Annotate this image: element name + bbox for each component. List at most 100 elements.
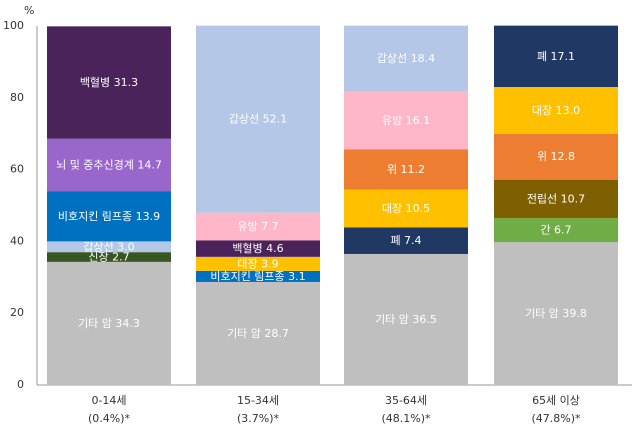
y-tick-label: 40 <box>10 234 24 247</box>
bar-segment <box>344 91 468 150</box>
y-axis-unit-label: % <box>24 4 34 17</box>
bar-segment-label: 기타 암 39.8 <box>525 307 587 320</box>
bar-segment-label: 전립선 10.7 <box>527 192 585 205</box>
bar-segment <box>344 253 468 385</box>
bar-segment <box>196 281 320 385</box>
segment-name: 갑상선 <box>377 52 407 65</box>
segment-name: 유방 <box>237 220 257 233</box>
segment-name: 갑상선 <box>83 240 113 253</box>
bar-segment <box>196 212 320 241</box>
segment-name: 기타 암 <box>375 313 409 326</box>
segment-name: 위 <box>387 163 397 176</box>
bar-segment <box>196 270 320 282</box>
category-label-group: 0-14세 (0.4%)* 15-34세 (3.7%)* 35-64세 (48.1%)* 6… <box>88 394 581 425</box>
bar-segment <box>47 191 171 242</box>
bar-segment <box>196 25 320 213</box>
bar-segment-label: 대장 13.0 <box>532 104 580 117</box>
segment-value: 10.7 <box>557 192 585 205</box>
segment-value: 2.7 <box>109 251 130 264</box>
segment-value: 34.3 <box>112 317 140 330</box>
segment-name: 기타 암 <box>227 327 261 340</box>
y-tick-label: 0 <box>17 378 24 391</box>
bar-segment <box>494 25 618 88</box>
segment-name: 위 <box>537 150 547 163</box>
y-tick-label: 60 <box>10 163 24 176</box>
bar-segment <box>47 241 171 253</box>
bar-segment-label: 대장 10.5 <box>382 202 430 215</box>
category-label: 15-34세 <box>237 394 279 407</box>
bar-segment-label: 위 11.2 <box>387 163 425 176</box>
category-label: 0-14세 <box>91 394 126 407</box>
segment-name: 간 <box>540 224 550 237</box>
bar-segment <box>494 133 618 180</box>
segment-value: 13.0 <box>552 104 580 117</box>
bar-segment-label: 기타 암 34.3 <box>78 317 140 330</box>
segment-value: 17.1 <box>547 50 575 63</box>
y-tick-group: 0 20 40 60 80 100 <box>3 19 24 391</box>
segment-name: 유방 <box>382 114 402 127</box>
bar-segment <box>494 218 618 243</box>
y-tick-label: 20 <box>10 306 24 319</box>
segment-name: 비호지킨 림프종 <box>58 210 132 223</box>
bar-segment-label: 폐 7.4 <box>390 234 421 247</box>
bar-segment-label: 위 12.8 <box>537 150 575 163</box>
bar-segment <box>196 256 320 271</box>
segment-name: 기타 암 <box>78 317 112 330</box>
bar-segment <box>344 25 468 92</box>
segment-name: 전립선 <box>527 192 557 205</box>
category-share-label: (0.4%)* <box>88 412 131 425</box>
bar-segment-label: 비호지킨 림프종 13.9 <box>58 210 160 223</box>
bar-segment <box>494 242 618 385</box>
bar-segment-label: 갑상선 3.0 <box>83 240 134 253</box>
segment-value: 39.8 <box>559 307 587 320</box>
segment-value: 4.6 <box>263 242 284 255</box>
segment-value: 10.5 <box>402 202 430 215</box>
bar-segment <box>47 252 171 262</box>
segment-value: 6.7 <box>551 224 572 237</box>
segment-value: 18.4 <box>407 52 435 65</box>
bar-segment <box>344 189 468 228</box>
segment-value: 36.5 <box>409 313 437 326</box>
segment-name: 뇌 및 중추신경계 <box>56 159 134 172</box>
segment-value: 3.9 <box>258 257 279 270</box>
bar-segment-label: 폐 17.1 <box>537 50 575 63</box>
segment-value: 3.0 <box>114 240 135 253</box>
bar-segment-label: 비호지킨 림프종 3.1 <box>210 270 305 283</box>
bar-segment-label: 유방 16.1 <box>382 114 430 127</box>
segment-value: 16.1 <box>402 114 430 127</box>
bar-segment-label: 갑상선 52.1 <box>229 113 287 126</box>
segment-value: 7.4 <box>401 234 422 247</box>
segment-name: 대장 <box>382 202 402 215</box>
bar-segment <box>344 149 468 190</box>
bar-segment-label: 간 6.7 <box>540 224 571 237</box>
segment-value: 3.1 <box>285 270 306 283</box>
segment-name: 백혈병 <box>80 75 110 89</box>
category-share-label: (47.8%)* <box>531 412 581 425</box>
segment-value: 31.3 <box>110 76 138 89</box>
bar-segment-label: 신장 2.7 <box>88 251 129 264</box>
bar-segment <box>47 138 171 192</box>
segment-value: 14.7 <box>134 159 162 172</box>
segment-value: 7.7 <box>258 220 279 233</box>
bar-segment-label: 유방 7.7 <box>237 220 278 233</box>
segment-name: 대장 <box>532 104 552 117</box>
segment-value: 28.7 <box>261 327 289 340</box>
bar-segment <box>494 179 618 219</box>
segment-value: 52.1 <box>259 113 287 126</box>
segment-name: 비호지킨 림프종 <box>210 270 284 283</box>
segment-name: 신장 <box>88 251 108 264</box>
bar-segment <box>344 227 468 254</box>
bar-segment <box>494 87 618 134</box>
bar-segment-label: 기타 암 36.5 <box>375 313 437 326</box>
bar-segment <box>47 26 171 139</box>
bar-segment-label: 백혈병 4.6 <box>232 241 283 255</box>
segment-name: 백혈병 <box>232 241 262 255</box>
segment-value: 13.9 <box>132 210 160 223</box>
bar-segment-label: 기타 암 28.7 <box>227 327 289 340</box>
bar-segment <box>47 261 171 385</box>
segment-name: 폐 <box>390 234 400 247</box>
bar-segment-label: 갑상선 18.4 <box>377 52 435 65</box>
bar-segment-label: 뇌 및 중추신경계 14.7 <box>56 159 162 172</box>
